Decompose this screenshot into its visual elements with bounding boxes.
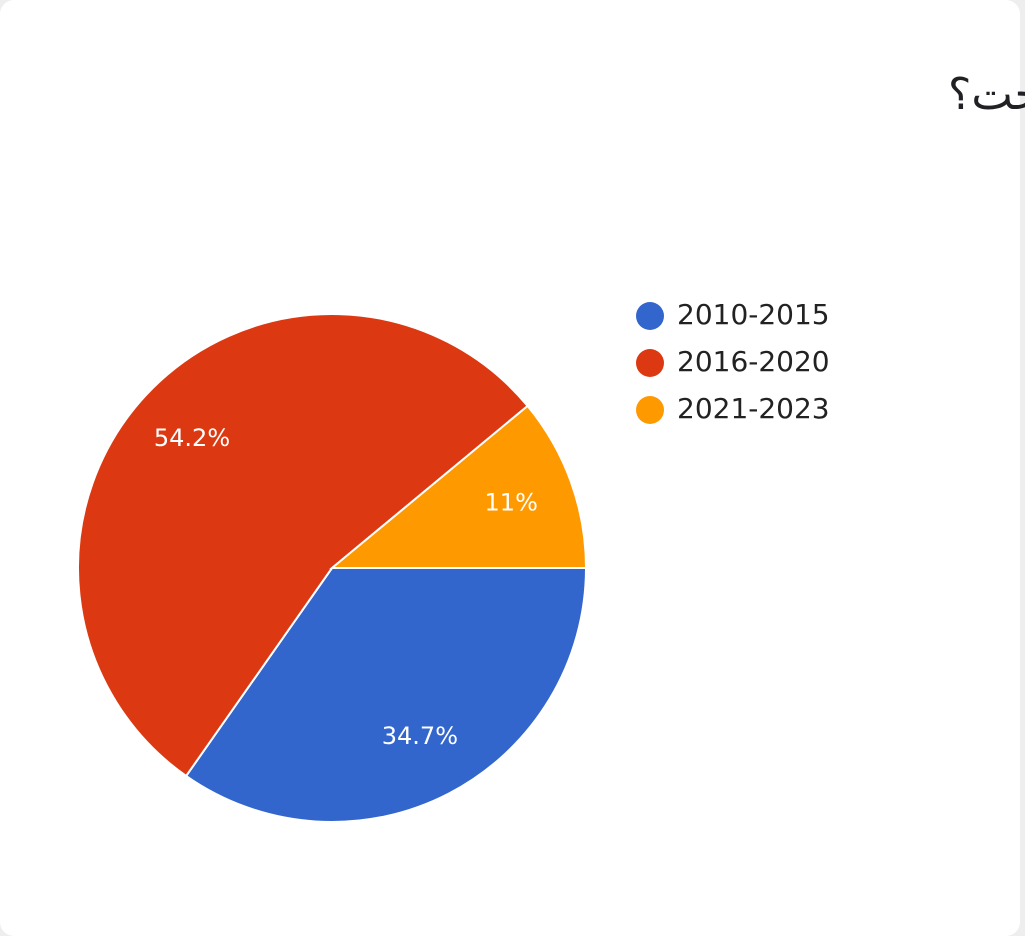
legend-label: 2021-2023 — [677, 392, 830, 425]
pie-slice — [329, 404, 588, 569]
data-label: 11% — [485, 488, 538, 516]
chart-title: في أي عام تخرجت؟ — [948, 65, 1025, 120]
pie-slice — [184, 567, 588, 823]
legend-swatch — [636, 302, 664, 330]
legend-swatch — [636, 349, 664, 377]
legend-label: 2010-2015 — [677, 298, 830, 331]
pie-slice — [77, 312, 530, 778]
legend-swatch — [636, 396, 664, 424]
data-label: 54.2% — [154, 424, 230, 452]
legend-label: 2016-2020 — [677, 345, 830, 378]
data-label: 34.7% — [382, 722, 458, 750]
